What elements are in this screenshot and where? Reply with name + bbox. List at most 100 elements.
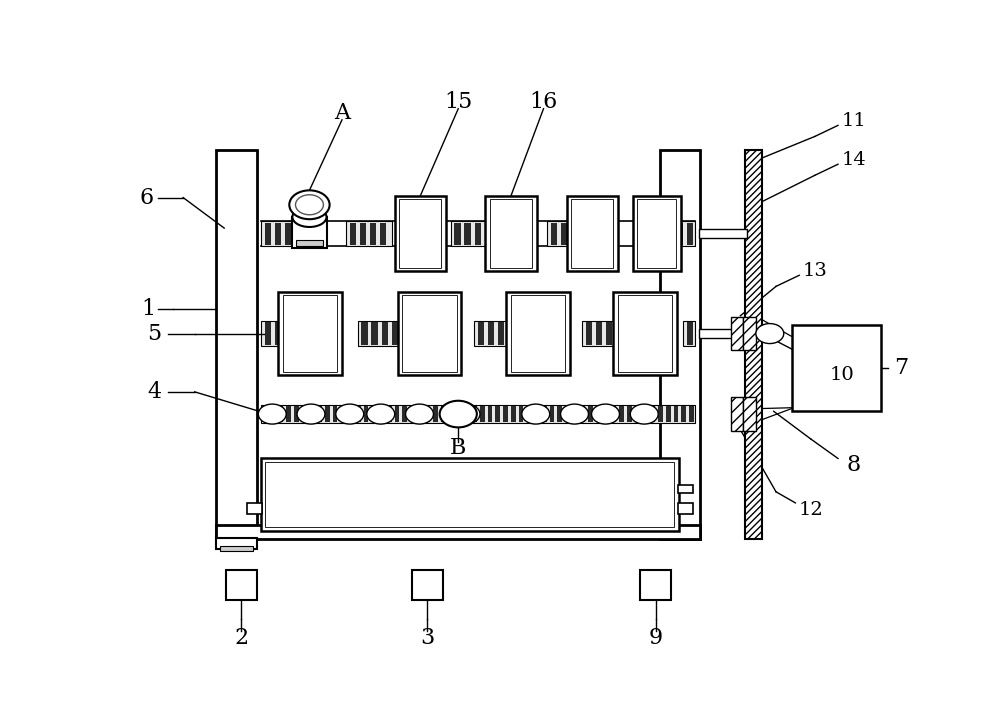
Bar (557, 406, 562, 423)
Bar (395, 196, 446, 271)
Bar (596, 322, 602, 345)
Bar (412, 570, 443, 600)
Bar (674, 406, 678, 423)
Bar (275, 223, 281, 244)
Bar (743, 317, 756, 350)
Text: 10: 10 (830, 366, 854, 384)
Bar (490, 199, 532, 268)
Bar (635, 406, 640, 423)
Bar (565, 406, 570, 423)
Bar (550, 406, 554, 423)
Text: 3: 3 (420, 627, 434, 649)
Bar (612, 406, 616, 423)
Bar (633, 221, 695, 246)
Bar (392, 322, 398, 345)
Bar (485, 223, 491, 244)
Bar (604, 406, 609, 423)
Bar (361, 322, 368, 345)
Circle shape (561, 404, 588, 424)
Bar (581, 223, 588, 244)
Bar (433, 406, 438, 423)
Bar (333, 406, 337, 423)
Bar (596, 406, 601, 423)
Bar (398, 292, 461, 375)
Bar (488, 406, 492, 423)
Bar (698, 329, 747, 338)
Circle shape (336, 404, 364, 424)
Text: 11: 11 (841, 112, 866, 130)
Bar (480, 406, 485, 423)
Circle shape (367, 404, 395, 424)
Bar (637, 223, 643, 244)
Bar (426, 406, 430, 423)
Bar (464, 223, 471, 244)
Circle shape (756, 324, 784, 344)
Bar (687, 322, 693, 345)
Bar (418, 406, 423, 423)
Text: 12: 12 (798, 500, 823, 518)
Bar (364, 406, 368, 423)
Bar (449, 406, 454, 423)
Bar (660, 151, 700, 539)
Bar (640, 570, 671, 600)
Bar (627, 406, 632, 423)
Bar (265, 462, 674, 527)
Bar (371, 322, 378, 345)
Bar (358, 322, 404, 346)
Bar (309, 406, 314, 423)
Bar (485, 196, 537, 271)
Bar (647, 223, 653, 244)
Bar (387, 406, 392, 423)
Bar (410, 406, 415, 423)
Bar (474, 322, 520, 346)
Bar (370, 223, 376, 244)
Bar (441, 406, 446, 423)
Bar (278, 406, 283, 423)
Text: 16: 16 (529, 91, 558, 113)
Bar (450, 221, 489, 246)
Text: A: A (334, 102, 350, 124)
Bar (216, 525, 700, 539)
Bar (285, 223, 291, 244)
Bar (263, 406, 268, 423)
Bar (619, 406, 624, 423)
Bar (571, 223, 578, 244)
Bar (667, 223, 673, 244)
Bar (264, 322, 271, 345)
Bar (220, 546, 253, 551)
Bar (261, 405, 695, 423)
Bar (678, 503, 693, 514)
Circle shape (592, 404, 619, 424)
Bar (325, 406, 330, 423)
Ellipse shape (292, 207, 326, 227)
Bar (731, 317, 743, 350)
Bar (478, 322, 484, 345)
Text: B: B (450, 438, 466, 459)
Bar (508, 322, 514, 345)
Bar (689, 406, 694, 423)
Bar (379, 406, 384, 423)
Text: 6: 6 (140, 187, 154, 208)
Bar (454, 223, 461, 244)
Bar (360, 223, 366, 244)
Text: 7: 7 (894, 358, 908, 379)
Bar (678, 485, 693, 493)
Bar (464, 406, 469, 423)
Bar (216, 151, 257, 539)
Circle shape (452, 404, 480, 424)
Bar (658, 406, 663, 423)
Text: 14: 14 (841, 151, 866, 169)
Bar (745, 151, 762, 539)
Text: 4: 4 (147, 381, 162, 403)
Bar (348, 406, 353, 423)
Bar (534, 406, 539, 423)
Bar (472, 406, 477, 423)
Bar (551, 223, 557, 244)
Circle shape (297, 404, 325, 424)
Bar (294, 406, 299, 423)
Bar (511, 296, 565, 372)
Bar (340, 406, 345, 423)
Bar (295, 223, 301, 244)
Bar (261, 459, 679, 531)
Bar (503, 406, 508, 423)
